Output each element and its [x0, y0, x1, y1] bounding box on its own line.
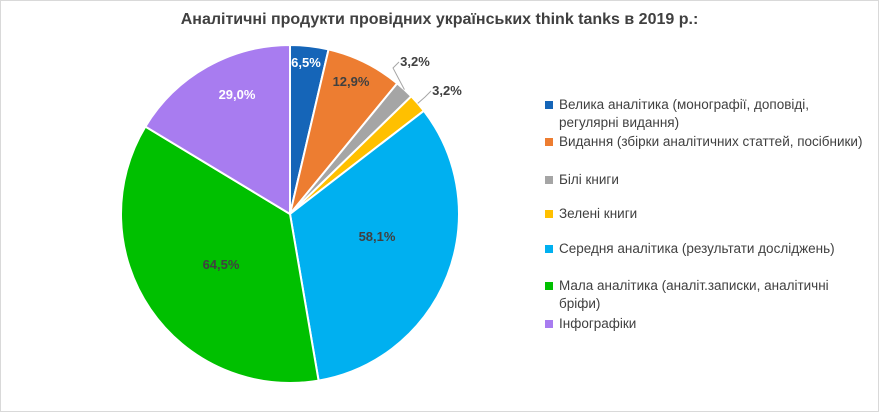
legend-swatch: [545, 320, 553, 328]
legend-swatch: [545, 176, 553, 184]
pie-slice: [120, 125, 320, 384]
legend-label: Зелені книги: [559, 206, 638, 221]
chart-title: Аналітичні продукти провідних українськи…: [180, 11, 699, 28]
pie-slice: [143, 43, 291, 216]
legend-item-3: Зелені книги: [545, 205, 869, 223]
legend-swatch: [545, 138, 553, 146]
pie-slice: [288, 109, 460, 382]
data-label: 3,2%: [432, 83, 462, 98]
data-label: 3,2%: [400, 54, 430, 69]
legend-item-0: Велика аналітика (монографії, доповіді, …: [545, 96, 869, 132]
legend-swatch: [545, 282, 553, 290]
data-label: 6,5%: [291, 55, 321, 70]
legend-item-2: Білі книги: [545, 171, 869, 189]
legend-item-4: Середня аналітика (результати досліджень…: [545, 240, 869, 258]
legend-item-1: Видання (збірки аналітичних статтей, пос…: [545, 133, 869, 151]
data-label: 64,5%: [203, 257, 240, 272]
data-label: 58,1%: [359, 229, 396, 244]
legend-label: Мала аналітика (аналіт.записки, аналітич…: [559, 278, 829, 311]
legend-swatch: [545, 245, 553, 253]
legend-label: Велика аналітика (монографії, доповіді, …: [559, 97, 810, 130]
leader-line: [392, 61, 405, 90]
legend-label: Білі книги: [559, 172, 619, 187]
legend-swatch: [545, 101, 553, 109]
legend-item-6: Інфографіки: [545, 315, 869, 333]
legend-label: Середня аналітика (результати досліджень…: [559, 241, 835, 256]
legend-label: Інфографіки: [559, 316, 637, 331]
data-label: 29,0%: [219, 87, 256, 102]
data-label: 12,9%: [333, 74, 370, 89]
leader-line: [417, 90, 432, 104]
legend-label: Видання (збірки аналітичних статтей, пос…: [559, 134, 863, 149]
legend-item-5: Мала аналітика (аналіт.записки, аналітич…: [545, 277, 869, 313]
legend-swatch: [545, 210, 553, 218]
